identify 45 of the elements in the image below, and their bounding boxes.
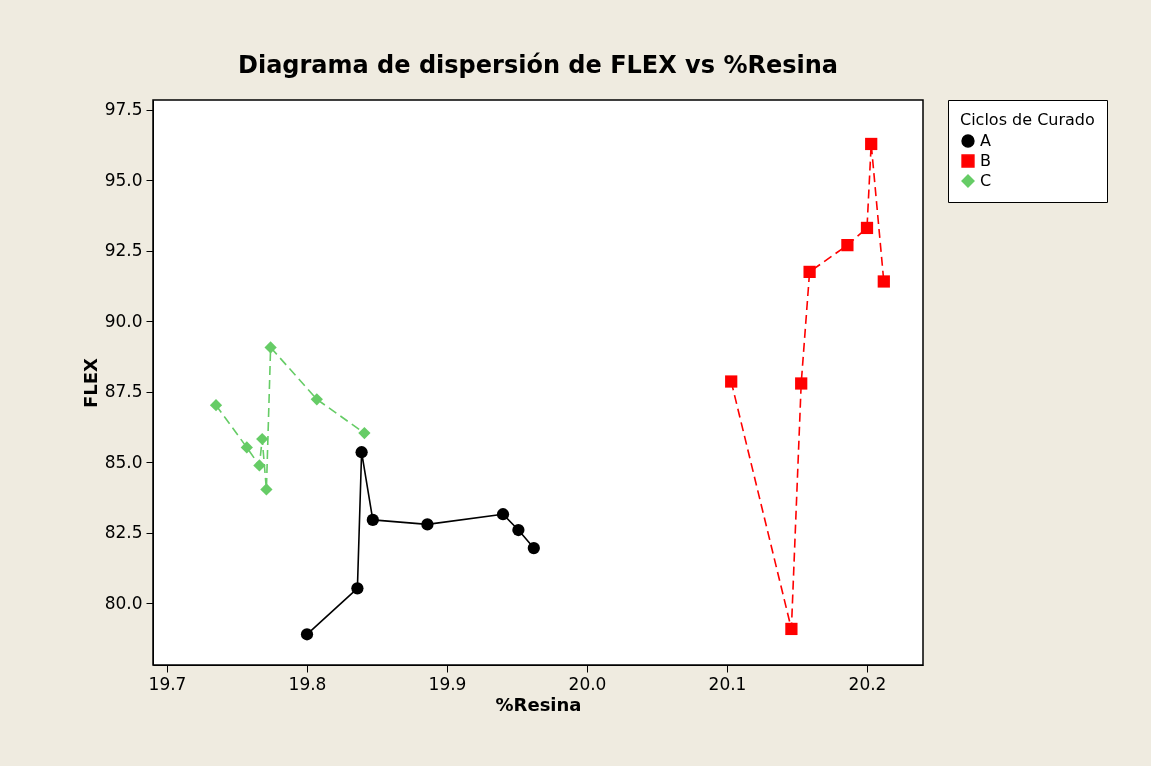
- point: [253, 459, 266, 472]
- y-tick-label: 90.0: [104, 310, 143, 331]
- point: [300, 628, 314, 641]
- x-tick-label: 20.0: [568, 673, 607, 694]
- legend-label: C: [980, 171, 992, 190]
- x-tick-label: 19.9: [428, 673, 467, 694]
- point: [860, 221, 874, 235]
- y-tick-label: 92.5: [104, 240, 143, 261]
- point: [512, 523, 525, 537]
- point: [240, 441, 253, 454]
- point: [527, 541, 540, 555]
- point: [496, 508, 510, 521]
- legend-label: A: [980, 131, 991, 150]
- x-tick-label: 20.1: [708, 673, 747, 694]
- y-tick-label: 80.0: [104, 592, 143, 613]
- point: [725, 375, 738, 388]
- y-tick-label: 97.5: [104, 99, 143, 120]
- point: [358, 426, 371, 440]
- point: [865, 137, 878, 151]
- point: [877, 275, 890, 288]
- y-axis-title: FLEX: [79, 357, 101, 408]
- x-tick-label: 19.7: [148, 673, 187, 694]
- point: [256, 432, 269, 446]
- point: [803, 265, 816, 279]
- chart-title: Diagrama de dispersión de FLEX vs %Resina: [238, 50, 838, 79]
- y-tick-label: 82.5: [104, 522, 143, 543]
- x-tick-label: 19.8: [288, 673, 327, 694]
- point: [366, 513, 379, 526]
- y-tick-label: 85.0: [104, 451, 143, 472]
- legend-label: B: [980, 151, 991, 170]
- point: [264, 341, 277, 354]
- x-axis-title: %Resina: [495, 693, 582, 715]
- point: [355, 446, 368, 459]
- point: [351, 582, 364, 595]
- y-tick-label: 87.5: [104, 381, 143, 402]
- y-tick-label: 95.0: [104, 169, 143, 190]
- legend-title: Ciclos de Curado: [960, 110, 1095, 129]
- point: [841, 239, 854, 252]
- point: [310, 393, 323, 406]
- point: [421, 518, 434, 531]
- point: [209, 399, 223, 412]
- point: [785, 622, 798, 636]
- x-tick-label: 20.2: [848, 673, 887, 694]
- point: [260, 483, 273, 496]
- point: [795, 377, 808, 390]
